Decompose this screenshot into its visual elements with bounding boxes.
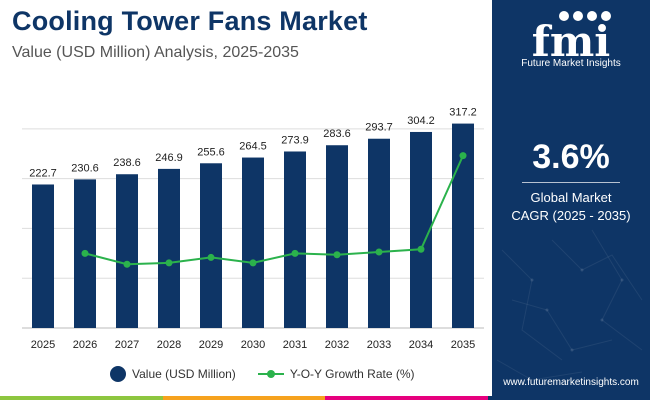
bar-2034 xyxy=(410,131,432,328)
cagr-value: 3.6% xyxy=(532,138,610,176)
chart-area: 222.7 230.6 238.6 246.9 255.6 264.5 273.9 283.6… xyxy=(22,107,484,351)
data-label-2030: 264.5 xyxy=(239,141,267,153)
bar-2033 xyxy=(368,138,390,328)
data-label-2035: 317.2 xyxy=(449,107,477,119)
data-label-2029: 255.6 xyxy=(197,146,225,158)
bar-series xyxy=(32,123,474,329)
strip-segment xyxy=(325,396,488,400)
data-label-2028: 246.9 xyxy=(155,152,183,164)
legend-line-swatch xyxy=(257,370,284,378)
growth-point xyxy=(459,152,467,160)
x-tick-2033: 2033 xyxy=(367,339,391,351)
bar-2025 xyxy=(32,184,54,328)
x-tick-2025: 2025 xyxy=(31,339,55,351)
growth-point xyxy=(417,245,425,253)
website-link[interactable]: www.futuremarketinsights.com xyxy=(503,377,639,388)
panel-decoration xyxy=(496,229,643,381)
fmi-logo: fmi xyxy=(532,11,611,66)
logo-wordmark: fmi xyxy=(532,17,610,66)
x-tick-2029: 2029 xyxy=(199,339,223,351)
legend-item-growth[interactable]: Y-O-Y Growth Rate (%) xyxy=(257,367,415,381)
growth-point xyxy=(207,253,215,261)
cagr-divider xyxy=(522,182,620,183)
data-labels: 222.7 230.6 238.6 246.9 255.6 264.5 273.9 283.6… xyxy=(29,107,477,180)
data-label-2026: 230.6 xyxy=(71,162,99,174)
bar-2030 xyxy=(242,157,264,328)
growth-point xyxy=(249,259,257,267)
growth-point xyxy=(375,248,383,256)
growth-point xyxy=(291,249,299,257)
chart-title: Cooling Tower Fans Market xyxy=(12,6,368,36)
legend-label-growth: Y-O-Y Growth Rate (%) xyxy=(289,367,415,381)
x-tick-2032: 2032 xyxy=(325,339,349,351)
x-tick-2028: 2028 xyxy=(157,339,181,351)
data-label-2033: 293.7 xyxy=(365,122,393,134)
data-label-2032: 283.6 xyxy=(323,128,351,140)
bar-2028 xyxy=(158,168,180,328)
data-label-2025: 222.7 xyxy=(29,167,57,179)
data-label-2034: 304.2 xyxy=(407,115,435,127)
cagr-label-line-1: Global Market xyxy=(530,190,612,205)
growth-point xyxy=(81,249,89,257)
legend-bar-swatch xyxy=(110,366,126,382)
chart-subtitle: Value (USD Million) Analysis, 2025-2035 xyxy=(12,44,299,61)
x-tick-2027: 2027 xyxy=(115,339,139,351)
legend-item-value[interactable]: Value (USD Million) xyxy=(110,366,236,382)
x-tick-2026: 2026 xyxy=(73,339,97,351)
x-tick-2030: 2030 xyxy=(241,339,265,351)
growth-point xyxy=(165,259,173,267)
x-tick-2031: 2031 xyxy=(283,339,307,351)
x-tick-2034: 2034 xyxy=(409,339,433,351)
legend: Value (USD Million) Y-O-Y Growth Rate (%… xyxy=(110,366,437,382)
growth-line xyxy=(84,155,464,266)
growth-point xyxy=(123,260,131,268)
growth-line-series xyxy=(81,152,467,268)
x-tick-2035: 2035 xyxy=(451,339,475,351)
strip-segment xyxy=(0,396,163,400)
bar-2029 xyxy=(200,163,222,328)
bar-2032 xyxy=(326,145,348,328)
bar-2035 xyxy=(452,123,474,329)
cagr-label-line-2: CAGR (2025 - 2035) xyxy=(511,208,631,223)
data-label-2031: 273.9 xyxy=(281,134,309,146)
legend-label-value: Value (USD Million) xyxy=(132,367,236,381)
logo-subtitle: Future Market Insights xyxy=(521,58,621,69)
bar-2027 xyxy=(116,174,138,328)
growth-point xyxy=(333,251,341,259)
side-panel: fmi Future Market Insights 3.6% Global M… xyxy=(492,0,650,400)
x-axis-ticks: 2025 2026 2027 2028 2029 2030 2031 2032 2033 2034… xyxy=(31,339,475,351)
data-label-2027: 238.6 xyxy=(113,157,141,169)
strip-segment xyxy=(162,396,325,400)
bar-2031 xyxy=(284,151,306,328)
